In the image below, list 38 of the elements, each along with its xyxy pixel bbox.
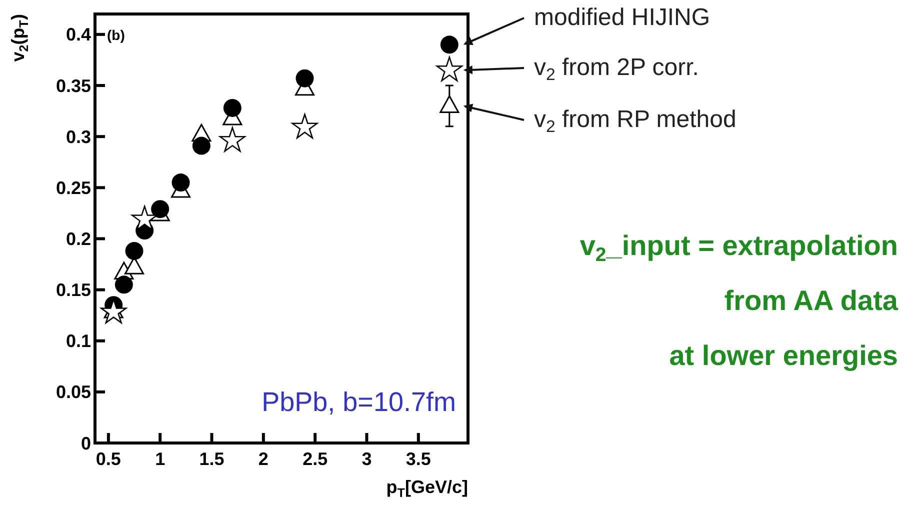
text: v$_{2}$ from RP method [534, 106, 736, 136]
y-tick-label: 0.25 [56, 178, 91, 198]
point [151, 200, 170, 218]
point [172, 174, 190, 192]
x-tick-label: 2 [258, 449, 268, 469]
y-tick-label: 0 [80, 433, 91, 454]
point [296, 69, 314, 88]
x-tick-label: 3.5 [406, 449, 431, 469]
x-tick-label: 3 [362, 449, 372, 469]
y-tick-label: 0.2 [66, 229, 91, 250]
point [292, 114, 318, 139]
text: modified HIJING [534, 4, 710, 31]
y-tick-label: 0.15 [56, 280, 91, 300]
x-tick-label: 1.5 [199, 449, 224, 469]
text: from AA data [724, 285, 898, 316]
point [192, 136, 210, 155]
y-tick-label: 0.1 [66, 331, 91, 352]
y-tick-label: 0.3 [66, 126, 91, 147]
y-tick-label: 0.4 [66, 24, 91, 45]
point [440, 95, 460, 113]
point [114, 276, 133, 294]
y-tick-label: 0.35 [56, 76, 91, 96]
point [125, 242, 144, 260]
text: v$_{2}$ from 2P corr. [534, 54, 699, 84]
x-axis-title: p$_{T}$[GeV/c] [386, 477, 468, 500]
text: v$_{2}$_input = extrapolation [580, 230, 898, 266]
text: at lower energies [669, 340, 898, 371]
point [219, 126, 246, 152]
annotation: PbPb, b=10.7fm [262, 387, 456, 417]
y-tick-label: 0.05 [56, 382, 91, 402]
annotation: (b) [107, 27, 125, 43]
x-tick-label: 2.5 [302, 449, 328, 469]
point [223, 98, 242, 117]
x-tick-label: 0.5 [96, 449, 121, 469]
point [132, 206, 158, 230]
point [440, 36, 458, 54]
point [436, 56, 462, 82]
x-tick-label: 1 [155, 449, 166, 469]
